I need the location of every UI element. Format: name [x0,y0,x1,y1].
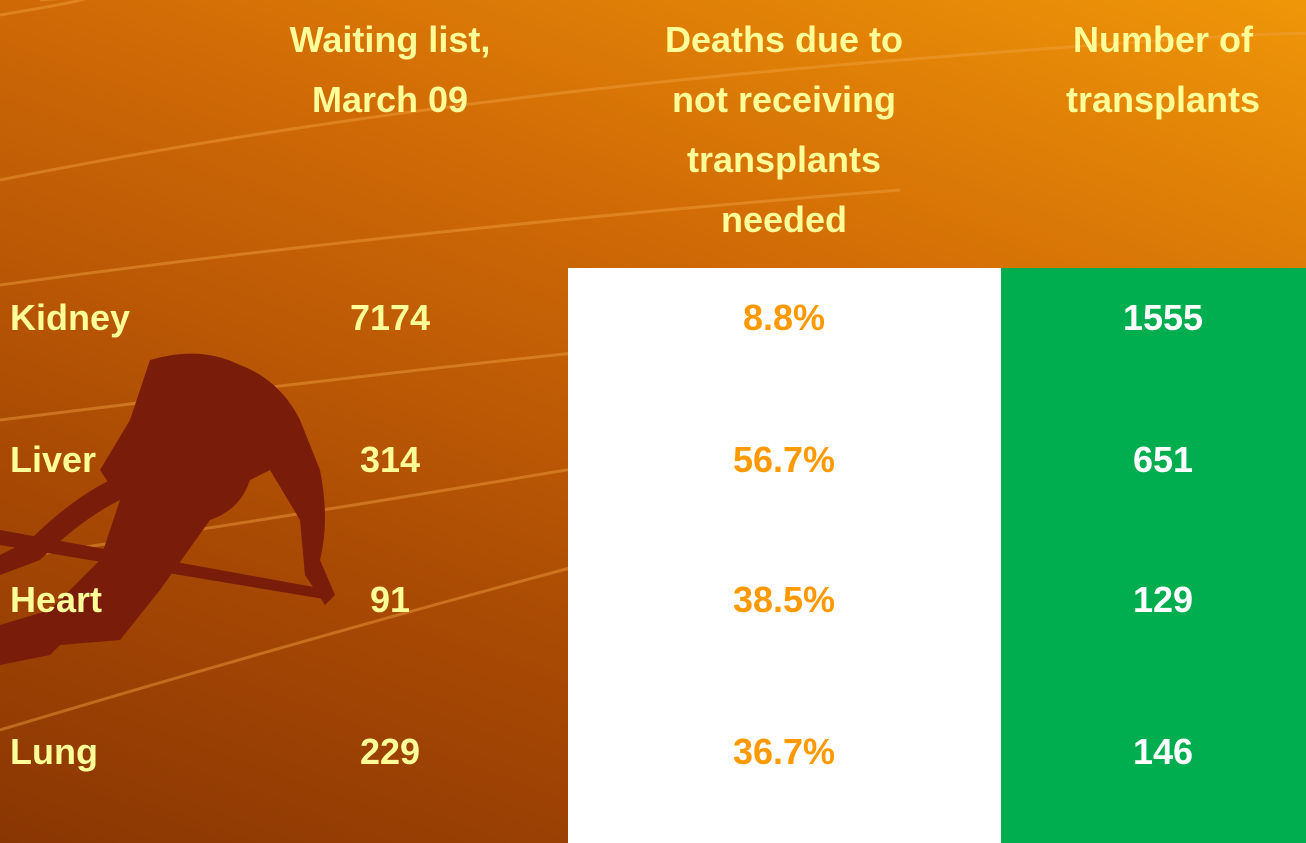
column-header: Number of [1003,10,1306,70]
deaths-percent: 8.8% [624,288,944,348]
deaths-percent: 56.7% [624,430,944,490]
waiting-list-value: 229 [230,722,550,782]
transplants-value: 1555 [1003,288,1306,348]
row-label: Liver [10,430,230,490]
transplants-value: 651 [1003,430,1306,490]
column-header: transplants [1003,70,1306,130]
slide: Waiting list,March 09 Deaths due tonot re… [0,0,1306,843]
column-header: Waiting list, [230,10,550,70]
row-label: Heart [10,570,230,630]
waiting-list-value: 314 [230,430,550,490]
deaths-percent: 38.5% [624,570,944,630]
waiting-list-value: 7174 [230,288,550,348]
column-header: March 09 [230,70,550,130]
column-header: Deaths due to [624,10,944,70]
column-header: not receiving [624,70,944,130]
row-label: Kidney [10,288,230,348]
row-label: Lung [10,722,230,782]
waiting-list-value: 91 [230,570,550,630]
column-header: needed [624,190,944,250]
transplants-value: 146 [1003,722,1306,782]
column-header: transplants [624,130,944,190]
deaths-percent: 36.7% [624,722,944,782]
transplants-value: 129 [1003,570,1306,630]
